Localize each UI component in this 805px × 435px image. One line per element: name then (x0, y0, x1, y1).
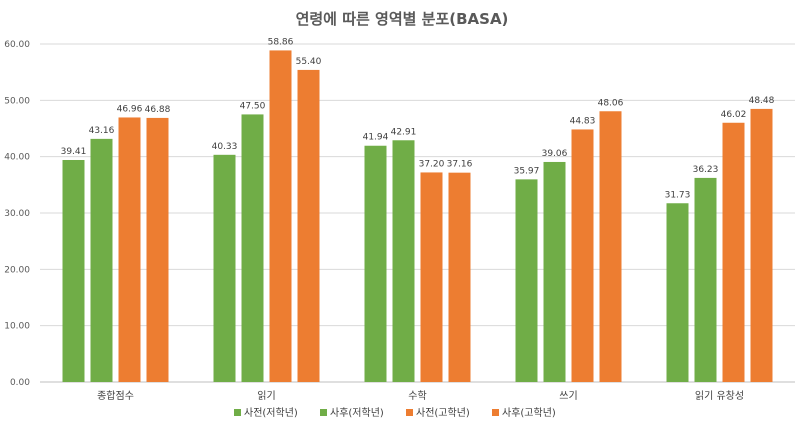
y-tick-label: 10.00 (4, 322, 30, 332)
data-label: 48.48 (749, 96, 775, 106)
data-labels: 39.41 43.16 46.96 46.88 40.33 47.50 58.8655.40… (61, 37, 775, 200)
legend-swatch (406, 409, 413, 416)
bar (666, 203, 689, 382)
y-tick-label: 0.00 (10, 378, 30, 388)
data-label: 36.23 (693, 165, 719, 175)
legend-swatch (492, 409, 499, 416)
data-label: 40.33 (212, 142, 238, 152)
data-label: 46.88 (145, 105, 171, 115)
category-label: 쓰기 (559, 390, 577, 402)
bar (364, 145, 387, 382)
bars (62, 50, 773, 383)
data-label: 35.97 (514, 166, 540, 176)
data-label: 42.91 (391, 127, 417, 137)
legend-label: 사후(저학년) (330, 407, 384, 419)
data-label: 44.83 (570, 116, 596, 126)
bar (146, 117, 169, 382)
data-label: 39.41 (61, 147, 87, 157)
legend-swatch (234, 409, 241, 416)
chart-title: 연령에 따른 영역별 분포(BASA) (296, 10, 509, 28)
category-label: 수학 (408, 390, 426, 402)
data-label: 46.96 (117, 104, 143, 114)
y-tick-label: 20.00 (4, 265, 30, 275)
data-label: 43.16 (89, 126, 115, 136)
y-tick-label: 60.00 (4, 40, 30, 50)
bar (213, 154, 236, 382)
x-axis-categories: 종합점수 읽기 수학 쓰기 읽기 유창성 (97, 389, 744, 402)
data-label: 31.73 (665, 190, 691, 200)
legend-label: 사전(저학년) (244, 407, 298, 419)
bar (297, 69, 320, 382)
category-label: 읽기 유창성 (695, 389, 744, 402)
bar (392, 140, 415, 382)
data-label: 37.20 (419, 159, 445, 169)
bar (515, 179, 538, 382)
bar (722, 122, 745, 382)
data-label: 47.50 (240, 101, 266, 111)
data-label: 48.06 (598, 98, 624, 108)
bar (420, 172, 443, 382)
bar (571, 129, 594, 382)
bar (694, 177, 717, 382)
y-tick-label: 40.00 (4, 153, 30, 163)
bar (269, 50, 292, 383)
data-label: 55.40 (296, 57, 322, 67)
data-label: 46.02 (721, 110, 747, 120)
legend-label: 사후(고학년) (502, 407, 556, 419)
data-label: 41.94 (363, 133, 389, 143)
legend-label: 사전(고학년) (416, 407, 470, 419)
bar (448, 172, 471, 382)
bar (118, 117, 141, 382)
legend-swatch (320, 409, 327, 416)
category-label: 종합점수 (97, 390, 134, 402)
data-label: 37.16 (447, 160, 473, 170)
y-axis-ticks: 0.00 10.00 20.00 30.00 40.00 50.00 60.00 (4, 40, 30, 388)
bar (750, 108, 773, 383)
bar (599, 111, 622, 383)
bar (62, 159, 85, 382)
y-tick-label: 30.00 (4, 209, 30, 219)
bar (90, 138, 113, 382)
data-label: 58.86 (268, 37, 294, 47)
data-label: 39.06 (542, 149, 568, 159)
category-label: 읽기 (257, 389, 275, 402)
bar (543, 161, 566, 382)
y-tick-label: 50.00 (4, 96, 30, 106)
legend: 사전(저학년) 사후(저학년) 사전(고학년) 사후(고학년) (234, 407, 556, 419)
bar (241, 114, 264, 383)
